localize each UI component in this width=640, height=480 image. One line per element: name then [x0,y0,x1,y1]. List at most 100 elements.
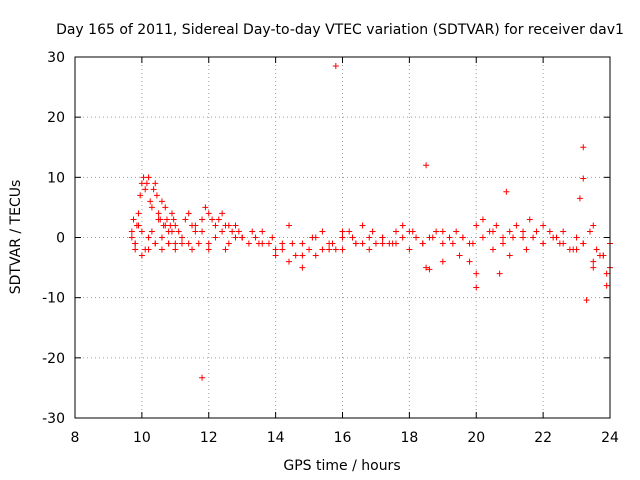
data-point [339,246,346,253]
data-point [352,240,359,247]
data-point [319,228,326,235]
y-tick-label: -30 [42,411,65,427]
x-tick-label: 14 [267,430,285,446]
data-point [339,234,346,241]
data-point [245,240,252,247]
data-point [399,222,406,229]
data-point [147,198,154,205]
data-point [192,222,199,229]
data-point [222,246,229,253]
data-point [128,234,135,241]
y-tick-label: 20 [47,110,65,126]
data-point [439,240,446,247]
data-point [153,192,160,199]
data-point [215,216,222,223]
data-point [413,234,420,241]
data-point [510,234,517,241]
data-point [459,234,466,241]
data-point [496,270,503,277]
data-point [162,222,169,229]
data-point [426,266,433,273]
data-point [205,246,212,253]
data-point [152,180,159,187]
data-point [586,228,593,235]
data-point [489,228,496,235]
x-axis-label: GPS time / hours [283,458,400,474]
data-point [493,222,500,229]
data-point [269,234,276,241]
grid-lines [75,57,610,418]
data-point [158,246,165,253]
data-point [346,228,353,235]
data-point [583,297,590,304]
data-point [590,258,597,265]
data-point [513,222,520,229]
data-point [219,228,226,235]
data-point [255,240,262,247]
data-point [195,240,202,247]
data-point [249,228,256,235]
data-point [170,216,177,223]
data-point [235,228,242,235]
data-point [489,246,496,253]
data-point [433,228,440,235]
data-point [593,246,600,253]
data-point [573,246,580,253]
data-point [530,234,537,241]
data-point [158,198,165,205]
data-point [503,188,510,195]
data-point [162,204,169,211]
data-point [469,240,476,247]
data-point [135,210,142,217]
data-point [137,192,144,199]
data-point [550,234,557,241]
data-point [520,234,527,241]
data-point [466,258,473,265]
data-point [128,228,135,235]
data-point [369,228,376,235]
data-point [506,252,513,259]
data-point [205,210,212,217]
data-point [580,144,587,151]
data-point [239,234,246,241]
data-point [145,246,152,253]
data-point [199,228,206,235]
data-point [279,246,286,253]
data-point [225,240,232,247]
data-point [423,264,430,271]
data-point [148,204,155,211]
axis-ticks: 8 10 12 14 16 18 20 22 24 -30 -20 -10 0 10 20 30 [42,50,619,446]
data-point [603,282,610,289]
data-point [379,234,386,241]
data-point [429,234,436,241]
data-point [473,222,480,229]
data-point [576,195,583,202]
x-tick-label: 20 [467,430,485,446]
data-point [172,240,179,247]
plot-frame [74,56,611,419]
data-point [202,204,209,211]
data-point [225,222,232,229]
data-point [366,246,373,253]
data-point [393,228,399,235]
data-point [580,175,587,182]
data-point [299,264,306,271]
data-point [289,240,296,247]
data-point [138,180,145,187]
data-point [179,234,185,241]
data-point [393,240,399,247]
data-point [265,240,272,247]
data-point [453,228,460,235]
data-point [158,234,165,241]
data-point [506,228,513,235]
data-point [540,222,547,229]
data-point [138,252,145,259]
data-point [409,228,416,235]
data-point [596,252,603,259]
data-point [148,228,155,235]
data-point [423,162,430,169]
x-tick-label: 22 [534,430,552,446]
data-point [192,228,199,235]
data-point [299,252,306,259]
data-point [232,222,239,229]
